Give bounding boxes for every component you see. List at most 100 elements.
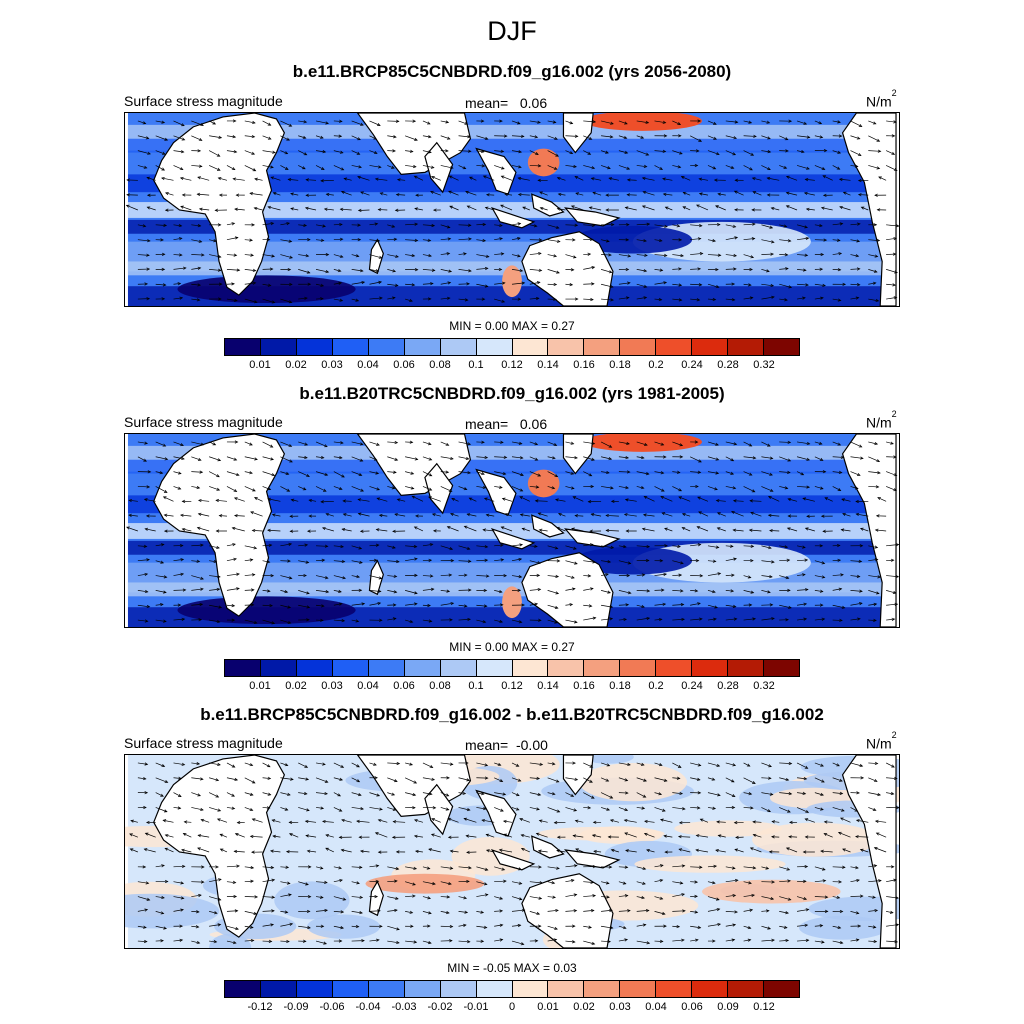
panel-2-title: b.e11.B20TRC5CNBDRD.f09_g16.002 (yrs 198… <box>299 384 725 403</box>
panel-1-minmax: MIN = 0.00 MAX = 0.27 <box>449 319 575 333</box>
colorbar-tick-label: 0.01 <box>249 359 271 371</box>
panel-2-mean: mean= 0.06 <box>465 416 548 432</box>
panel-2-minmax: MIN = 0.00 MAX = 0.27 <box>449 640 575 654</box>
colorbar-swatch <box>332 981 369 997</box>
colorbar-tick-label: 0.32 <box>753 359 775 371</box>
panel-3-colorbar <box>224 980 800 998</box>
panel-3-title: b.e11.BRCP85C5CNBDRD.f09_g16.002 - b.e11… <box>200 705 824 724</box>
colorbar-swatch <box>656 981 693 997</box>
colorbar-tick-label: 0.14 <box>537 359 559 371</box>
panel-2-variable: Surface stress magnitude <box>124 414 283 430</box>
colorbar-swatch <box>548 339 585 355</box>
colorbar-swatch <box>548 660 585 676</box>
colorbar-swatch <box>656 339 693 355</box>
colorbar-swatch <box>368 981 405 997</box>
panel-2-unit: N/m2 <box>866 409 897 431</box>
colorbar-swatch <box>728 981 765 997</box>
colorbar-tick-label: 0.02 <box>285 680 307 692</box>
colorbar-swatch <box>512 339 549 355</box>
colorbar-swatch <box>548 981 585 997</box>
colorbar-swatch <box>440 660 477 676</box>
panel-1-variable: Surface stress magnitude <box>124 93 283 109</box>
colorbar-tick-label: -0.04 <box>355 1001 381 1013</box>
colorbar-tick-label: 0.02 <box>285 359 307 371</box>
colorbar-swatch <box>764 981 799 997</box>
colorbar-swatch <box>260 981 297 997</box>
colorbar-swatch <box>764 339 799 355</box>
colorbar-swatch <box>764 660 799 676</box>
colorbar-tick-label: 0.12 <box>501 680 523 692</box>
panel-2-map <box>124 433 900 628</box>
colorbar-tick-label: 0.04 <box>357 680 379 692</box>
colorbar-tick-label: -0.12 <box>247 1001 273 1013</box>
panel-2-colorbar <box>224 659 800 677</box>
colorbar-swatch <box>296 339 333 355</box>
panel-1-unit: N/m2 <box>866 88 897 110</box>
colorbar-swatch <box>512 981 549 997</box>
colorbar-tick-label: 0.1 <box>468 359 484 371</box>
colorbar-swatch <box>404 660 441 676</box>
colorbar-swatch <box>440 981 477 997</box>
colorbar-tick-label: 0.1 <box>468 680 484 692</box>
colorbar-tick-label: 0.06 <box>393 359 415 371</box>
colorbar-tick-label: -0.03 <box>391 1001 417 1013</box>
colorbar-tick-label: 0.03 <box>321 680 343 692</box>
colorbar-tick-label: 0.28 <box>717 359 739 371</box>
colorbar-tick-label: 0.08 <box>429 359 451 371</box>
colorbar-swatch <box>296 981 333 997</box>
colorbar-tick-label: 0.2 <box>648 680 664 692</box>
colorbar-swatch <box>692 981 729 997</box>
colorbar-swatch <box>692 660 729 676</box>
colorbar-swatch <box>404 339 441 355</box>
colorbar-tick-label: 0.01 <box>537 1001 559 1013</box>
colorbar-tick-label: 0.04 <box>357 359 379 371</box>
colorbar-swatch <box>476 660 513 676</box>
colorbar-tick-label: 0 <box>508 1001 516 1013</box>
colorbar-tick-label: 0.08 <box>429 680 451 692</box>
colorbar-tick-label: 0.06 <box>681 1001 703 1013</box>
figure-title: DJF <box>487 16 537 46</box>
colorbar-swatch <box>332 660 369 676</box>
colorbar-tick-label: 0.02 <box>573 1001 595 1013</box>
colorbar-tick-label: 0.24 <box>681 359 703 371</box>
colorbar-swatch <box>728 660 765 676</box>
colorbar-tick-label: 0.03 <box>609 1001 631 1013</box>
colorbar-swatch <box>692 339 729 355</box>
colorbar-swatch <box>584 660 621 676</box>
colorbar-tick-label: 0.01 <box>249 680 271 692</box>
colorbar-swatch <box>404 981 441 997</box>
colorbar-swatch <box>332 339 369 355</box>
panel-1-map <box>124 112 900 307</box>
panel-1-colorbar <box>224 338 800 356</box>
colorbar-tick-label: 0.32 <box>753 680 775 692</box>
colorbar-swatch <box>260 339 297 355</box>
colorbar-swatch <box>476 981 513 997</box>
colorbar-swatch <box>368 660 405 676</box>
colorbar-tick-label: 0.03 <box>321 359 343 371</box>
colorbar-swatch <box>584 981 621 997</box>
panel-3-mean: mean= -0.00 <box>465 737 548 753</box>
colorbar-swatch <box>260 660 297 676</box>
colorbar-tick-label: 0.24 <box>681 680 703 692</box>
panel-3-variable: Surface stress magnitude <box>124 735 283 751</box>
panel-3-colorbar-labels: -0.12 -0.09 -0.06 -0.04 -0.03 -0.02 -0.01 0 0.01… <box>224 1001 800 1015</box>
colorbar-tick-label: 0.06 <box>393 680 415 692</box>
panel-3-map <box>124 754 900 949</box>
colorbar-tick-label: 0.12 <box>501 359 523 371</box>
colorbar-tick-label: -0.02 <box>427 1001 453 1013</box>
colorbar-swatch <box>440 339 477 355</box>
colorbar-tick-label: 0.18 <box>609 680 631 692</box>
panel-2-colorbar-labels: 0.01 0.02 0.03 0.04 0.06 0.08 0.1 0.12 0.14 0.16 0… <box>224 680 800 694</box>
colorbar-swatch <box>620 981 657 997</box>
colorbar-tick-label: 0.04 <box>645 1001 667 1013</box>
colorbar-tick-label: 0.28 <box>717 680 739 692</box>
panel-1-mean: mean= 0.06 <box>465 95 548 111</box>
colorbar-tick-label: 0.16 <box>573 359 595 371</box>
colorbar-swatch <box>225 660 261 676</box>
colorbar-swatch <box>368 339 405 355</box>
colorbar-tick-label: 0.18 <box>609 359 631 371</box>
colorbar-tick-label: 0.14 <box>537 680 559 692</box>
colorbar-swatch <box>476 339 513 355</box>
colorbar-swatch <box>512 660 549 676</box>
colorbar-tick-label: 0.2 <box>648 359 664 371</box>
